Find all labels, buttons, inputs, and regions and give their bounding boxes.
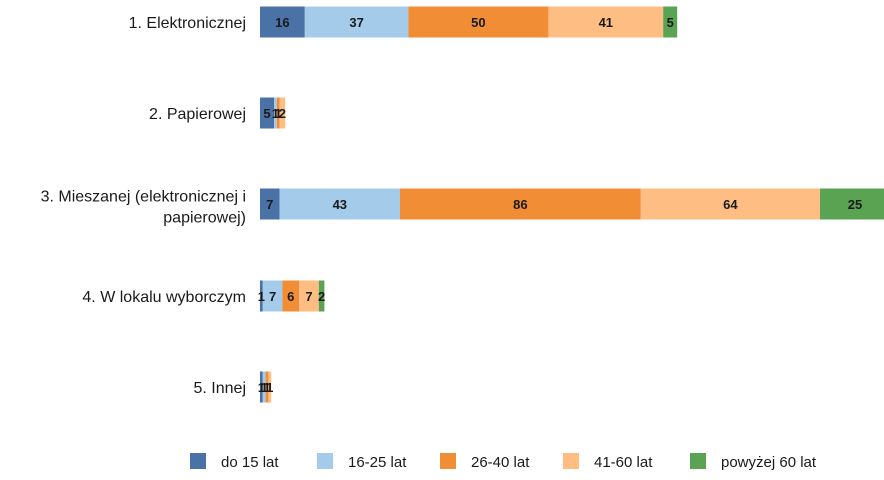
legend: do 15 lat 16-25 lat 26-40 lat 41-60 lat powy… [190,453,817,471]
bar-value-label: 1 [258,289,265,304]
bar-value-label: 5 [667,15,674,30]
bar-segment [276,97,280,129]
bar-value-label: 7 [266,197,273,212]
bar-segment [299,280,319,312]
bar-segment [318,280,325,312]
bar-value-label: 1 [275,106,282,121]
bar-value-label: 6 [287,289,294,304]
bar-segment [820,188,884,220]
bar-segment [408,6,549,38]
bar-value-label: 2 [279,106,286,121]
category-label: 3. Mieszanej (elektronicznej i papierowej… [41,189,246,227]
bar-segment [274,97,277,129]
bar-value-label: 7 [305,289,312,304]
bar-value-label: 25 [848,197,862,212]
category-label: 2. Papierowej [149,106,246,123]
bar-segment [262,280,283,312]
bar-segment [260,280,263,312]
bar-value-label: 1 [261,380,268,395]
bar-segment [548,6,664,38]
bar-segment [265,371,269,403]
bar-value-label: 1 [263,380,270,395]
bar-segment [260,97,274,129]
bar-segment [260,371,263,403]
bar-segment [268,371,272,403]
bars [260,6,884,403]
bar-segment [260,6,305,38]
category-label: 1. Elektronicznej [129,15,246,32]
bar-segment [640,188,820,220]
bar-value-label: 43 [333,197,347,212]
category-label: 5. Innej [194,380,246,397]
bar-segment [260,188,280,220]
bar-segment [663,6,678,38]
bar-value-label: 86 [513,197,527,212]
bar-value-label: 50 [471,15,485,30]
bar-value-label: 1 [266,380,273,395]
bar-value-label: 1 [258,380,265,395]
legend-label: 16-25 lat [348,454,407,471]
legend-swatch [190,453,206,469]
legend-swatch [690,453,706,469]
bar-segment [279,97,286,129]
legend-swatch [317,453,333,469]
bar-value-label: 1 [272,106,279,121]
bar-value-label: 7 [269,289,276,304]
bar-value-label: 64 [723,197,738,212]
bar-value-label: 5 [263,106,270,121]
legend-label: 26-40 lat [471,454,530,471]
legend-label: 41-60 lat [594,454,653,471]
legend-label: powyżej 60 lat [721,454,817,471]
bar-value-label: 2 [318,289,325,304]
bar-value-label: 41 [599,15,613,30]
legend-swatch [563,453,579,469]
bar-value-label: 16 [275,15,289,30]
bar-value-label: 37 [349,15,363,30]
category-labels: 1. Elektronicznej 2. Papierowej 3. Mieszan… [41,15,246,397]
bar-segment [262,371,266,403]
bar-segment [304,6,409,38]
legend-label: do 15 lat [221,454,279,471]
bar-segment [400,188,641,220]
bar-segment [279,188,400,220]
category-label: 4. W lokalu wyborczym [82,289,246,306]
bar-segment [282,280,300,312]
legend-swatch [440,453,456,469]
